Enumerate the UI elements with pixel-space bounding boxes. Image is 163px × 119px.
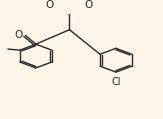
Text: Cl: Cl	[112, 77, 121, 87]
Text: O: O	[15, 30, 23, 40]
Text: O: O	[45, 0, 53, 10]
Text: O: O	[84, 0, 92, 10]
